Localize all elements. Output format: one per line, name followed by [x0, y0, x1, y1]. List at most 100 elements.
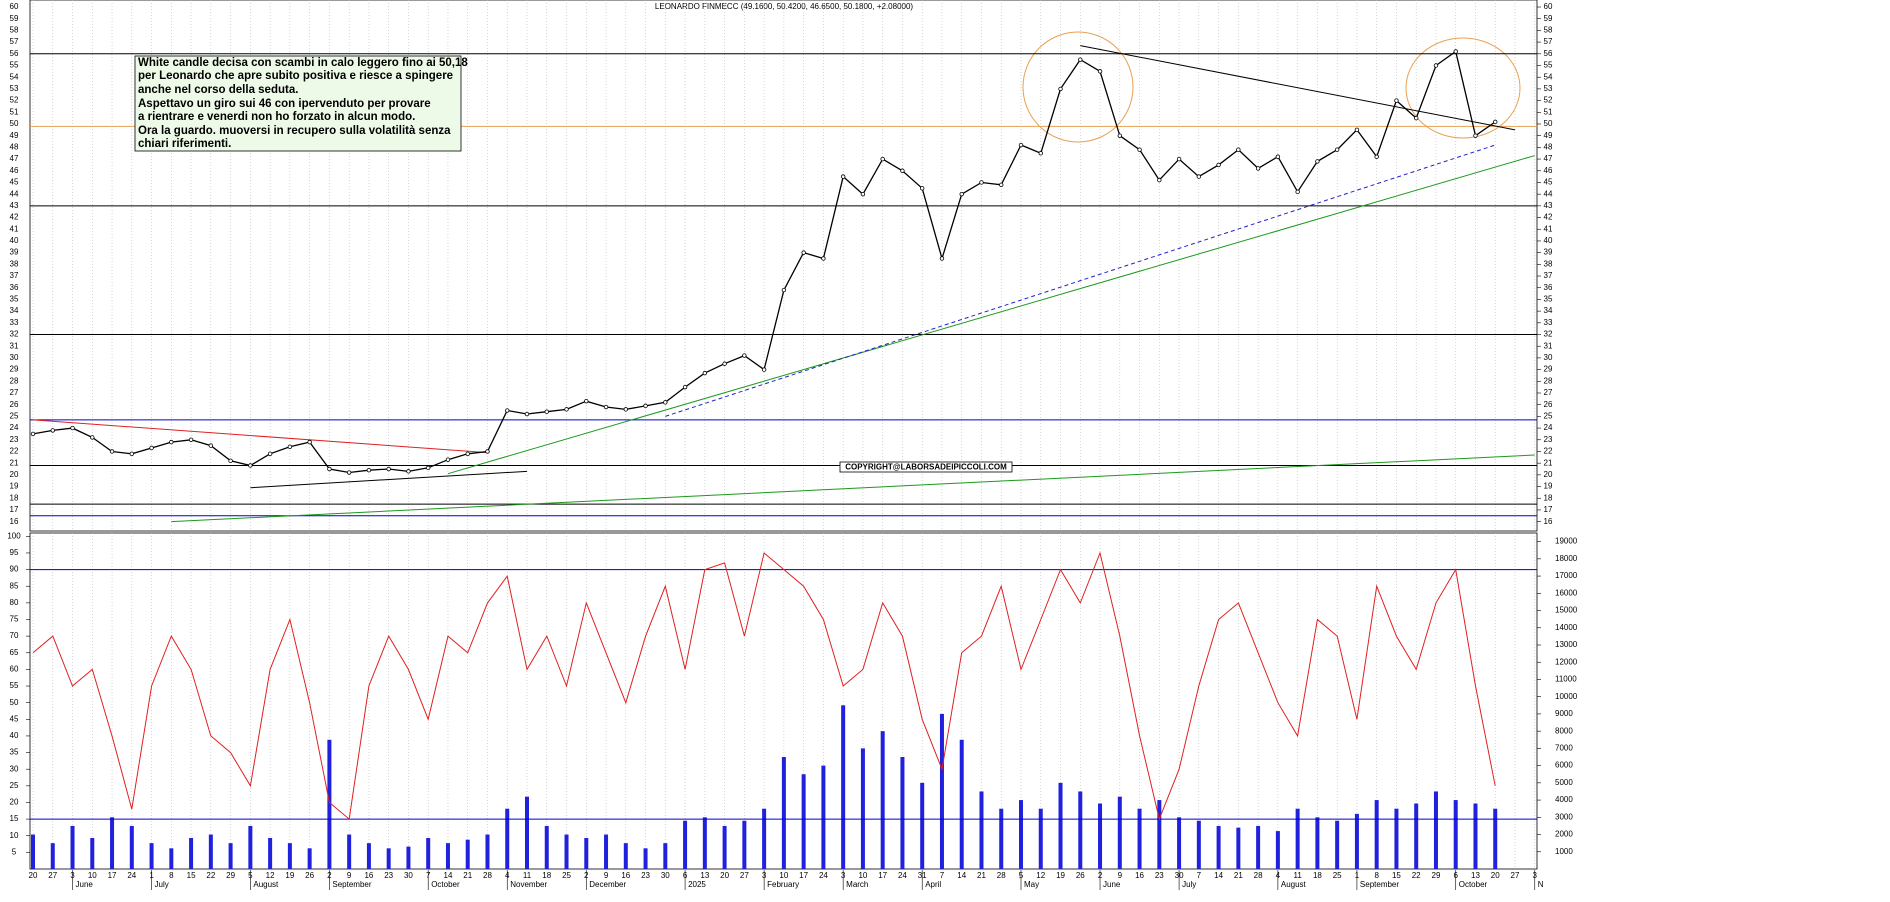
- y-tick-label: 29: [10, 365, 19, 374]
- x-tick-label: 17: [799, 871, 808, 880]
- volume-bar: [505, 808, 510, 869]
- volume-bar: [683, 820, 688, 869]
- y-tick-label: 27: [1544, 388, 1553, 397]
- price-point: [682, 384, 688, 390]
- trendline: [665, 144, 1496, 417]
- month-label: October: [1459, 880, 1488, 889]
- plot-layer: 2027310172418152229512192629162330714212…: [7, 0, 1578, 890]
- price-point: [840, 174, 846, 179]
- volume-bar: [366, 843, 371, 869]
- y2-tick-label: 4000: [1555, 795, 1573, 804]
- price-point: [761, 367, 767, 372]
- y-tick-label: 30: [10, 764, 19, 773]
- y-tick-label: 100: [7, 531, 21, 540]
- y-tick-label: 50: [10, 698, 19, 707]
- x-tick-label: 10: [779, 871, 788, 880]
- price-point: [188, 437, 194, 442]
- y-tick-label: 30: [10, 353, 19, 362]
- y-tick-label: 45: [10, 714, 19, 723]
- x-tick-label: 22: [1412, 871, 1421, 880]
- highlight-circle: [1022, 31, 1134, 143]
- y2-tick-label: 14000: [1555, 623, 1578, 632]
- price-point: [1196, 174, 1202, 179]
- y-tick-label: 10: [10, 831, 19, 840]
- y-tick-label: 20: [1544, 470, 1553, 479]
- y-tick-label: 39: [10, 248, 19, 257]
- price-point: [465, 451, 470, 457]
- price-point: [1038, 151, 1043, 156]
- price-point: [860, 191, 866, 197]
- x-tick-label: 27: [48, 871, 57, 880]
- volume-bar: [722, 825, 727, 869]
- y-tick-label: 57: [1544, 37, 1553, 46]
- volume-bar: [189, 837, 194, 869]
- month-label: December: [589, 880, 626, 889]
- volume-bar: [1117, 796, 1122, 869]
- annotation-line: chiari riferimenti.: [138, 138, 231, 150]
- volume-bar: [1078, 791, 1083, 869]
- y-tick-label: 20: [10, 470, 19, 479]
- x-tick-label: 11: [523, 871, 532, 880]
- x-tick-label: 16: [1135, 871, 1144, 880]
- price-point: [781, 287, 787, 293]
- y-tick-label: 55: [1544, 61, 1553, 70]
- x-tick-label: 28: [483, 871, 492, 880]
- y2-tick-label: 7000: [1555, 743, 1573, 752]
- price-point: [643, 403, 648, 409]
- volume-bar: [1236, 827, 1241, 869]
- volume-bar: [959, 739, 964, 869]
- oscillator-line: [32, 551, 1496, 821]
- month-label: September: [1360, 880, 1399, 889]
- y2-tick-label: 12000: [1555, 657, 1578, 666]
- x-tick-label: 20: [720, 871, 729, 880]
- y-tick-label: 51: [10, 107, 19, 116]
- y2-tick-label: 9000: [1555, 709, 1573, 718]
- price-point: [1078, 57, 1083, 62]
- price-point: [702, 370, 708, 376]
- y-tick-label: 21: [10, 458, 19, 467]
- price-point: [1137, 147, 1142, 152]
- x-tick-label: 7: [1197, 871, 1202, 880]
- copyright: COPYRIGHT@LABORSADEIPICCOLI.COM: [845, 463, 1007, 472]
- y-tick-label: 45: [1544, 178, 1553, 187]
- volume-bar: [287, 843, 292, 869]
- y2-tick-label: 15000: [1555, 606, 1578, 615]
- price-point: [109, 449, 115, 454]
- y-tick-label: 46: [10, 166, 19, 175]
- trendline: [250, 470, 528, 489]
- annotation-line: a rientrare e venerdi non ho forzato in …: [138, 111, 415, 123]
- price-point: [169, 439, 174, 445]
- y2-tick-label: 3000: [1555, 812, 1573, 821]
- volume-bar: [307, 848, 312, 869]
- x-tick-label: 23: [1155, 871, 1164, 880]
- price-point: [505, 408, 510, 413]
- y-tick-label: 23: [10, 435, 19, 444]
- y-tick-label: 50: [10, 119, 19, 128]
- y-tick-label: 39: [1544, 248, 1553, 257]
- volume-bar: [1137, 808, 1142, 869]
- y-tick-label: 29: [1544, 365, 1553, 374]
- price-point: [1097, 69, 1103, 74]
- y-tick-label: 32: [1544, 330, 1553, 339]
- price-point: [1157, 177, 1162, 183]
- price-point: [287, 444, 293, 449]
- y-tick-label: 58: [1544, 26, 1553, 35]
- price-point: [307, 439, 312, 445]
- y2-tick-label: 16000: [1555, 588, 1578, 597]
- y-tick-label: 40: [10, 731, 19, 740]
- price-point: [920, 186, 925, 191]
- x-tick-label: 30: [404, 871, 413, 880]
- volume-bar: [1493, 808, 1498, 869]
- month-label: March: [846, 880, 868, 889]
- trendline: [32, 419, 488, 454]
- y-tick-label: 70: [10, 631, 19, 640]
- month-label: July: [155, 880, 169, 889]
- y-tick-label: 37: [10, 271, 19, 280]
- y-tick-label: 56: [10, 49, 19, 58]
- x-tick-label: 23: [384, 871, 393, 880]
- x-tick-label: 21: [1234, 871, 1243, 880]
- y-tick-label: 45: [10, 178, 19, 187]
- x-tick-label: 13: [1471, 871, 1480, 880]
- price-point: [327, 466, 332, 472]
- x-tick-label: 19: [285, 871, 294, 880]
